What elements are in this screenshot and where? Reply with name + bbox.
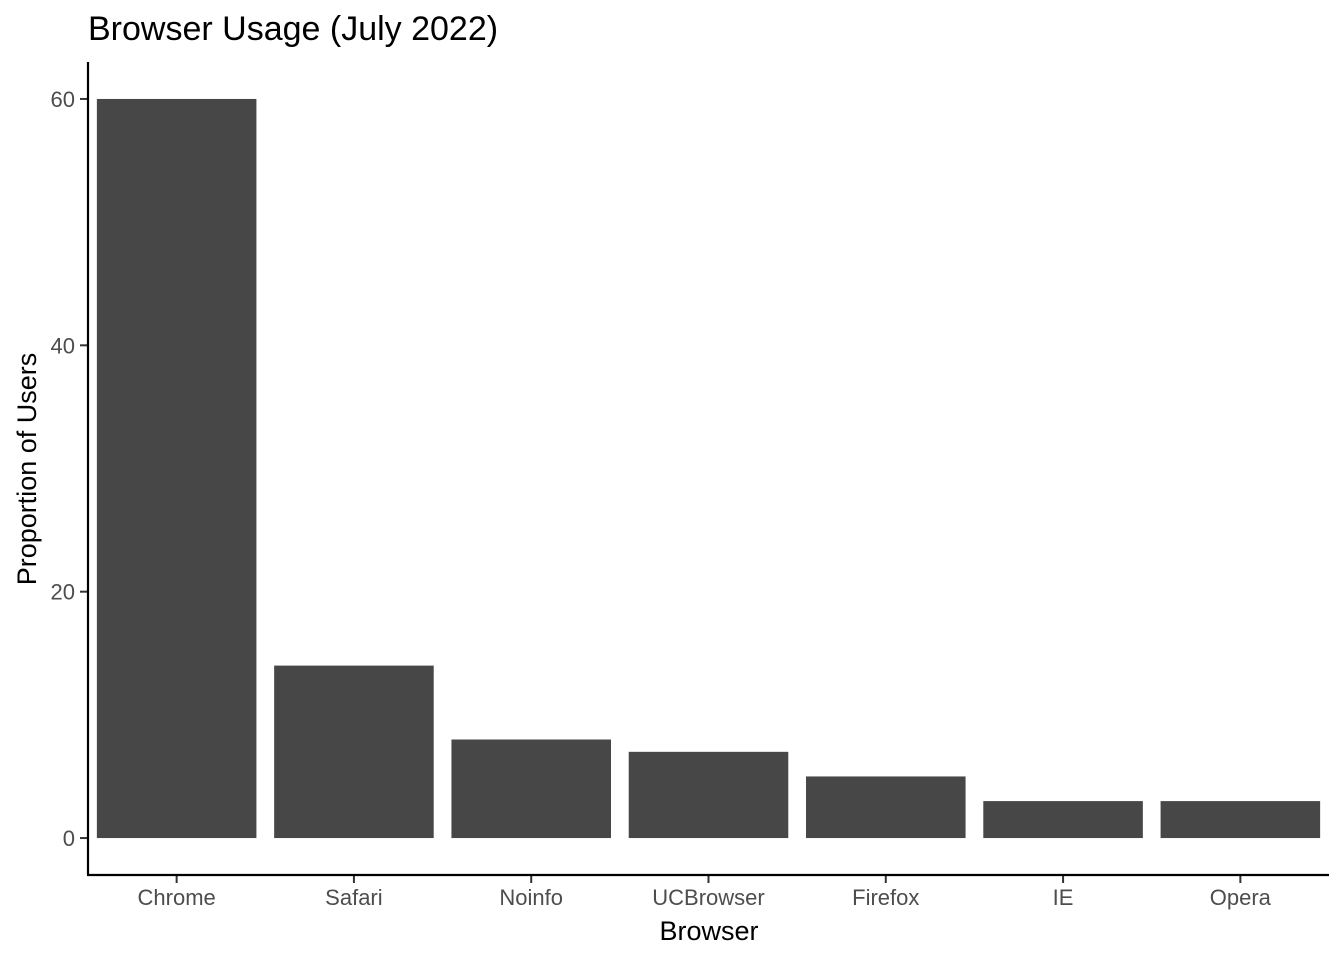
x-axis-ticks: Chrome Safari Noinfo UCBrowser Firefox IE Oper… [138, 875, 1272, 910]
chart-title: Browser Usage (July 2022) [88, 10, 498, 48]
bars-group [96, 98, 1321, 839]
bar-firefox [806, 776, 966, 839]
y-tick-label: 60 [51, 87, 75, 112]
bar-ie [983, 801, 1143, 839]
y-axis-ticks: 0 20 40 60 [51, 87, 88, 851]
x-tick-label: UCBrowser [652, 885, 764, 910]
x-axis-title: Browser [659, 916, 758, 946]
x-tick-label: Safari [325, 885, 382, 910]
x-tick-label: Noinfo [499, 885, 563, 910]
bar-safari [274, 665, 434, 839]
bar-chrome [96, 98, 257, 839]
x-tick-label: IE [1053, 885, 1074, 910]
x-tick-label: Chrome [138, 885, 216, 910]
y-axis-title: Proportion of Users [12, 353, 42, 586]
bar-opera [1160, 801, 1321, 839]
x-tick-label: Opera [1210, 885, 1272, 910]
x-tick-label: Firefox [852, 885, 919, 910]
bar-noinfo [451, 739, 611, 839]
y-tick-label: 20 [51, 580, 75, 605]
bar-ucbrowser [628, 751, 789, 839]
y-tick-label: 0 [63, 826, 75, 851]
y-tick-label: 40 [51, 333, 75, 358]
